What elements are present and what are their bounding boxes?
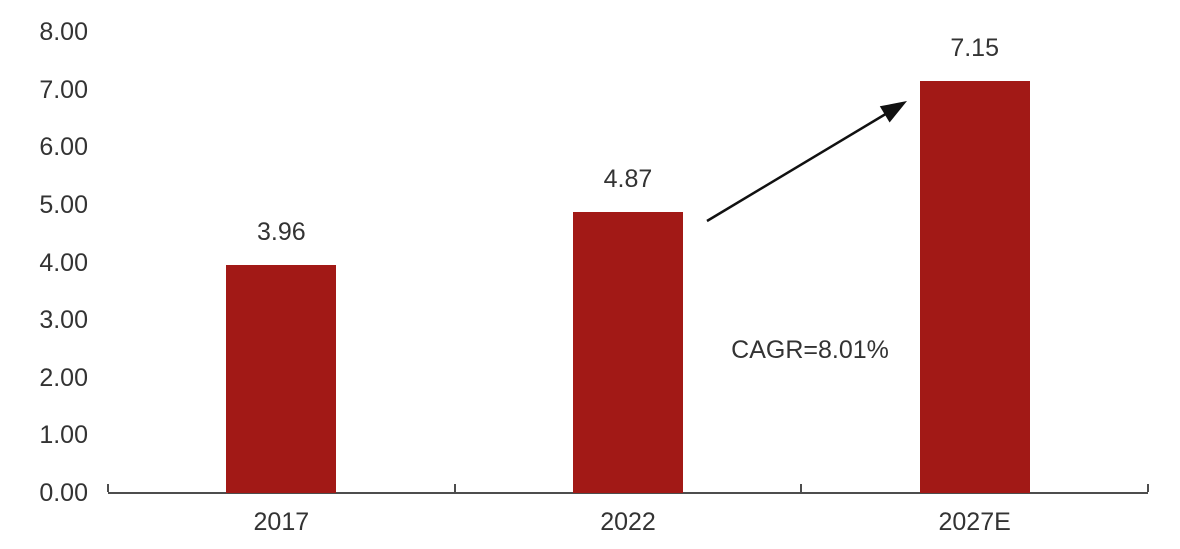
bar-2017 (226, 264, 337, 493)
x-axis-line (108, 492, 1148, 494)
x-axis-category-label-2017: 2017 (253, 508, 310, 536)
y-axis-tick-label: 4.00 (39, 248, 88, 277)
bar-value-label-2017: 3.96 (256, 217, 306, 246)
y-axis-tick-label: 3.00 (39, 306, 88, 335)
y-axis-tick-label: 1.00 (39, 421, 88, 450)
cagr-annotation: CAGR=8.01% (731, 336, 889, 364)
x-axis-tick (453, 484, 456, 492)
bar-2027e (919, 81, 1030, 493)
x-axis-category-label-2022: 2022 (600, 508, 656, 536)
x-axis-tick (107, 484, 109, 492)
y-axis-tick-label: 0.00 (39, 479, 88, 507)
bar-value-label-2022: 4.87 (603, 165, 653, 194)
x-axis-tick (1147, 484, 1149, 492)
y-axis-tick-label: 5.00 (39, 191, 88, 219)
bar-value-label-2027e: 7.15 (950, 34, 999, 63)
bar-2022 (573, 212, 683, 493)
y-axis-tick-label: 2.00 (39, 363, 88, 392)
y-axis-tick-label: 7.00 (39, 75, 88, 104)
x-axis-category-label-2027e: 2027E (938, 508, 1011, 536)
y-axis-tick-label: 8.00 (39, 18, 88, 47)
x-axis-tick (800, 484, 803, 492)
y-axis-tick-label: 6.00 (39, 133, 88, 162)
